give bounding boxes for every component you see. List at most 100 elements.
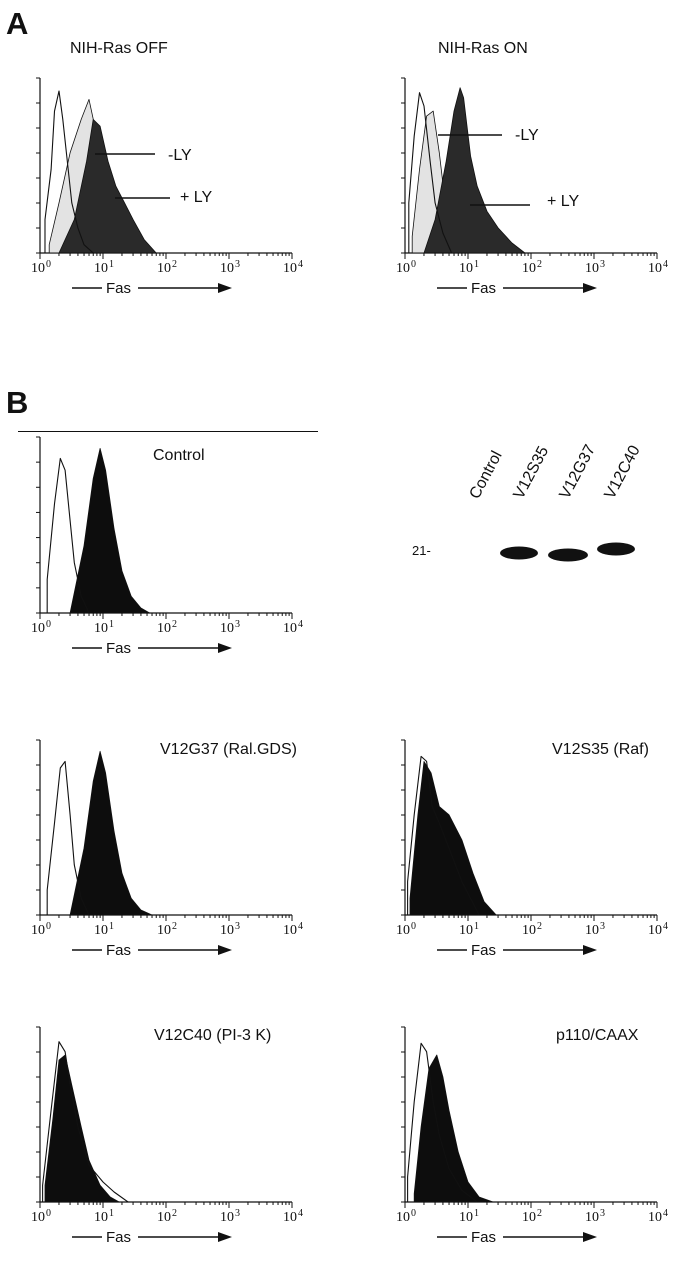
x-tick-exponent: 0	[46, 921, 51, 932]
arrow-head	[218, 283, 232, 293]
x-tick-exponent: 2	[172, 259, 177, 270]
blot-lane-label: V12C40	[602, 443, 644, 502]
x-tick-label: 104	[648, 921, 668, 938]
histogram-series-open	[46, 760, 90, 916]
blot-lane-label: Control	[467, 448, 506, 502]
x-tick-label: 101	[459, 1208, 479, 1225]
panel-b-divider	[18, 431, 318, 432]
x-tick-label: 103	[585, 259, 605, 276]
blot-band	[597, 542, 635, 556]
x-tick-exponent: 2	[172, 1208, 177, 1219]
x-tick-label: 104	[283, 259, 303, 276]
x-tick-label: 102	[522, 921, 542, 938]
histogram-series-dark	[58, 119, 157, 254]
x-tick-label: 102	[157, 1208, 177, 1225]
x-tick-label: 104	[283, 921, 303, 938]
histogram-series-black	[44, 1054, 120, 1203]
histogram-series-black	[69, 448, 151, 614]
panel-b-letter: B	[6, 385, 29, 420]
x-tick-exponent: 3	[235, 619, 240, 630]
legend-label: + LY	[180, 189, 213, 206]
x-tick-exponent: 0	[411, 259, 416, 270]
x-tick-exponent: 3	[235, 1208, 240, 1219]
x-tick-label: 104	[283, 619, 303, 636]
x-tick-exponent: 4	[298, 921, 303, 932]
histogram-series-open	[407, 1042, 478, 1203]
x-tick-label: 101	[94, 259, 114, 276]
x-tick-exponent: 4	[298, 619, 303, 630]
histogram-series-open	[46, 457, 90, 614]
histogram-title: Control	[153, 447, 205, 464]
histogram-series-black	[409, 761, 497, 916]
x-tick-label: 103	[585, 921, 605, 938]
histogram-title: NIH-Ras OFF	[70, 40, 168, 57]
x-axis-label: Fas	[106, 640, 131, 657]
x-tick-label: 101	[94, 619, 114, 636]
x-tick-label: 101	[459, 921, 479, 938]
x-tick-exponent: 2	[537, 259, 542, 270]
x-tick-exponent: 4	[298, 1208, 303, 1219]
histogram-title: V12G37 (Ral.GDS)	[160, 741, 297, 758]
x-tick-exponent: 0	[46, 1208, 51, 1219]
histogram-series-black	[413, 1054, 494, 1203]
histogram: 100 101 102 103 104 Fas	[31, 436, 303, 657]
x-axis-label: Fas	[471, 280, 496, 297]
x-tick-exponent: 4	[298, 259, 303, 270]
x-tick-exponent: 1	[109, 259, 114, 270]
x-tick-label: 101	[94, 1208, 114, 1225]
x-tick-label: 103	[220, 619, 240, 636]
x-tick-exponent: 4	[663, 921, 668, 932]
x-tick-label: 102	[522, 1208, 542, 1225]
histogram-series-open	[42, 1041, 129, 1203]
x-tick-exponent: 3	[235, 921, 240, 932]
blot-band	[548, 548, 588, 562]
x-tick-exponent: 2	[537, 1208, 542, 1219]
arrow-head	[583, 283, 597, 293]
histogram-title: V12C40 (PI-3 K)	[154, 1027, 272, 1044]
x-tick-exponent: 1	[109, 921, 114, 932]
x-tick-exponent: 3	[600, 1208, 605, 1219]
x-tick-exponent: 0	[46, 619, 51, 630]
x-tick-label: 100	[31, 259, 51, 276]
x-tick-exponent: 4	[663, 1208, 668, 1219]
x-axis-label: Fas	[106, 280, 131, 297]
x-tick-label: 102	[157, 619, 177, 636]
x-tick-exponent: 3	[600, 921, 605, 932]
histogram-series-open	[44, 90, 94, 254]
x-tick-exponent: 3	[235, 259, 240, 270]
x-tick-label: 103	[220, 259, 240, 276]
blot-size-marker: 21-	[412, 543, 431, 558]
arrow-head	[218, 1232, 232, 1242]
x-tick-label: 100	[31, 921, 51, 938]
x-tick-label: 101	[459, 259, 479, 276]
panel-a-letter: A	[6, 6, 29, 41]
histogram-series-open	[407, 755, 480, 916]
arrow-head	[583, 945, 597, 955]
x-tick-label: 100	[396, 921, 416, 938]
histogram-title: NIH-Ras ON	[438, 40, 528, 57]
histogram-series-dark	[423, 87, 526, 254]
x-tick-label: 101	[94, 921, 114, 938]
x-tick-exponent: 0	[411, 921, 416, 932]
arrow-head	[218, 643, 232, 653]
x-tick-exponent: 3	[600, 259, 605, 270]
western-blot: Control V12S35 V12G37 V12C40	[467, 442, 644, 562]
arrow-head	[583, 1232, 597, 1242]
blot-lane-label: V12S35	[511, 444, 553, 502]
x-tick-label: 102	[157, 921, 177, 938]
x-tick-exponent: 1	[474, 259, 479, 270]
x-tick-exponent: 0	[411, 1208, 416, 1219]
x-tick-label: 100	[31, 619, 51, 636]
x-tick-label: 100	[31, 1208, 51, 1225]
legend-label: -LY	[168, 147, 192, 164]
x-tick-label: 103	[220, 1208, 240, 1225]
